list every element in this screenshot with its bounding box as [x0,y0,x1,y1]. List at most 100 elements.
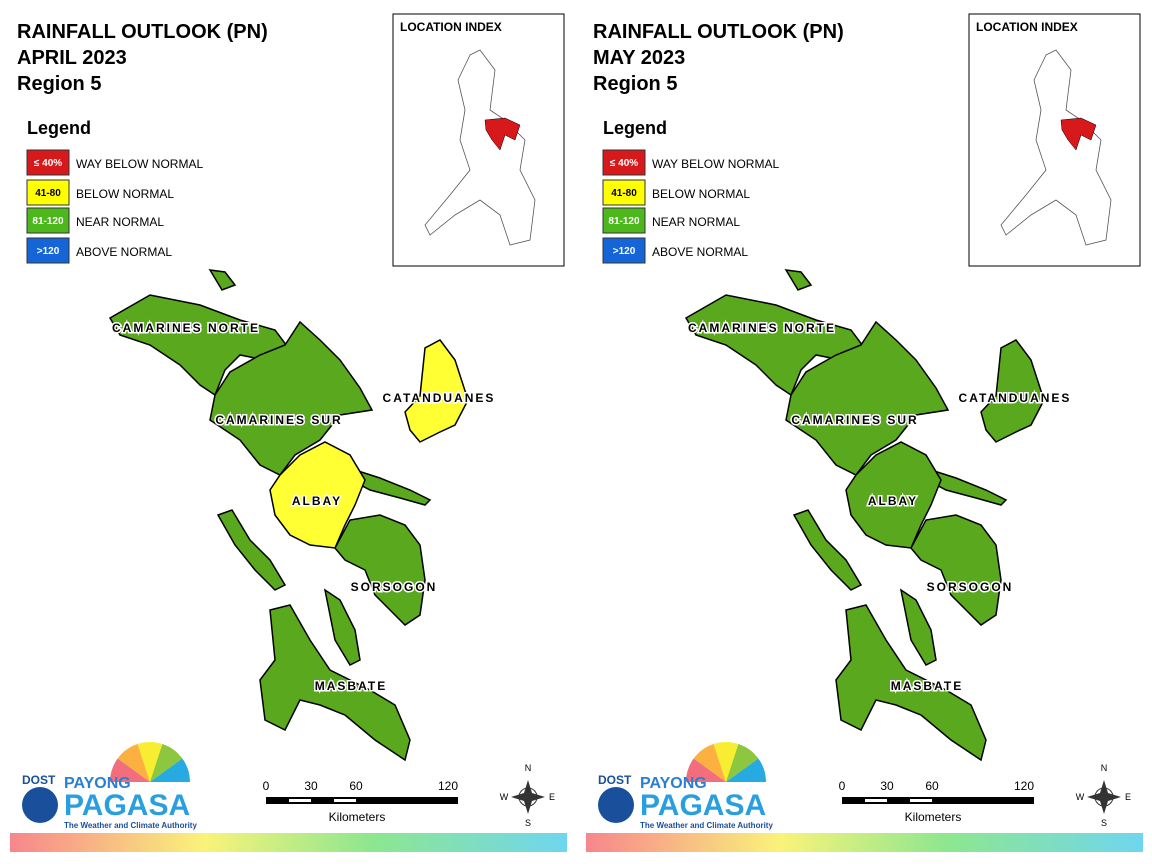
province-label: SORSOGON [927,580,1014,594]
compass-letter: S [1101,818,1107,828]
umbrella-segment [726,743,759,782]
legend-swatch [602,179,646,206]
province [259,604,411,762]
legend-label: ABOVE NORMAL [76,245,172,259]
province [108,294,292,397]
province-label: CAMARINES NORTE [112,321,260,335]
legend-range: >120 [37,246,60,257]
legend-range: ≤ 40% [610,158,638,169]
logo-tagline: The Weather and Climate Authority [64,821,197,830]
compass-letter: N [525,763,532,773]
scale-segment [289,799,311,802]
panel: RAINFALL OUTLOOK (PN) MAY 2023 Region 5 LOC… [586,13,1143,852]
province-label: ALBAY [292,494,342,508]
legend-range: 41-80 [35,188,61,199]
province [209,320,374,476]
scale-tick: 0 [839,779,846,793]
panel: RAINFALL OUTLOOK (PN) APRIL 2023 Region 5 L… [10,13,567,852]
province [845,441,942,549]
logo-seal [598,787,634,823]
province-label: CAMARINES NORTE [688,321,836,335]
philippines-outline [1000,49,1112,246]
island [323,588,361,666]
umbrella-segment [713,742,739,782]
province-label: CATANDUANES [959,391,1072,405]
umbrella-segment [150,758,190,782]
province-label: CAMARINES SUR [215,413,342,427]
island [354,468,432,506]
legend-swatch [602,149,646,176]
province [980,339,1045,443]
legend-range: 81-120 [32,216,64,227]
compass-letter: S [525,818,531,828]
legend-title: Legend [27,118,91,138]
province [684,294,868,397]
island [208,269,237,291]
island [930,468,1008,506]
legend-range: >120 [613,246,636,257]
umbrella-segment [726,758,766,782]
title-line: APRIL 2023 [17,47,127,69]
island [784,269,813,291]
province-label: MASBATE [891,679,963,693]
title-line: RAINFALL OUTLOOK (PN) [17,21,268,43]
scale-tick: 120 [438,779,458,793]
legend-label: BELOW NORMAL [652,187,750,201]
title-line: MAY 2023 [593,47,685,69]
logo-pagasa: PAGASA [64,789,190,822]
compass-letter: W [1076,792,1085,802]
legend-swatch [26,149,70,176]
scale-tick: 0 [263,779,270,793]
island [216,509,287,591]
philippines-outline [424,49,536,246]
legend-label: NEAR NORMAL [652,215,740,229]
location-index-title: LOCATION INDEX [400,20,502,34]
legend-swatch [602,237,646,264]
island [899,588,937,666]
umbrella-segment [693,743,726,782]
logo-payong: PAYONG [64,775,131,792]
scale-bar [842,797,1034,804]
scale-unit: Kilometers [329,810,386,824]
umbrella-segment [117,743,150,782]
scale-segment [334,799,356,802]
logo-tagline: The Weather and Climate Authority [640,821,773,830]
province-label: CAMARINES SUR [791,413,918,427]
umbrella-segment [110,758,150,782]
province [269,441,366,549]
compass-ring [1094,787,1114,807]
scale-bar [266,797,458,804]
legend-swatch [26,237,70,264]
logo-pagasa: PAGASA [640,789,766,822]
umbrella-segment [686,758,726,782]
compass-letter: E [1125,792,1131,802]
color-band [586,833,1143,852]
color-band [10,833,567,852]
umbrella-segment [150,743,183,782]
logo-payong: PAYONG [640,775,707,792]
scale-tick: 60 [925,779,939,793]
scale-tick: 30 [304,779,318,793]
region-highlight [1060,117,1097,151]
logo-dost: DOST [22,773,56,787]
compass-ring [518,787,538,807]
location-index-title: LOCATION INDEX [976,20,1078,34]
province [334,514,426,626]
province-label: SORSOGON [351,580,438,594]
scale-tick: 30 [880,779,894,793]
logo-dost: DOST [598,773,632,787]
logo-seal [22,787,58,823]
scale-tick: 120 [1014,779,1034,793]
province [785,320,950,476]
legend-swatch [26,179,70,206]
province-label: MASBATE [315,679,387,693]
scale-segment [865,799,887,802]
province [835,604,987,762]
legend-label: ABOVE NORMAL [652,245,748,259]
compass-rose [1087,780,1121,814]
title-line: Region 5 [593,73,677,95]
legend-swatch [602,207,646,234]
legend-title: Legend [603,118,667,138]
province [910,514,1002,626]
